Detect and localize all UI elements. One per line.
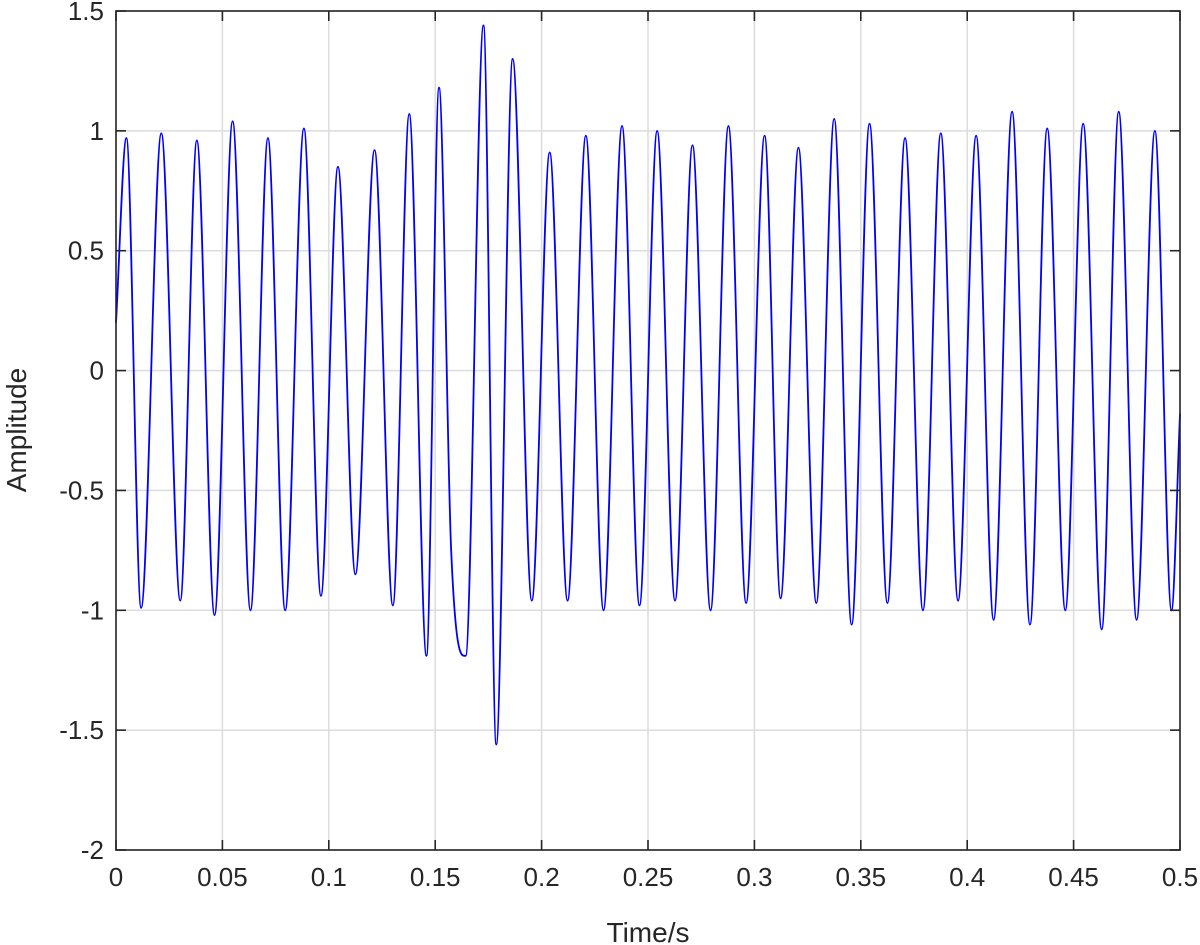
x-tick-label: 0.45 xyxy=(1048,862,1099,892)
x-tick-label: 0.35 xyxy=(835,862,886,892)
y-tick-label: 0 xyxy=(90,356,104,386)
x-tick-label: 0.5 xyxy=(1162,862,1198,892)
series-layer xyxy=(115,24,1181,746)
y-tick-label: 1.5 xyxy=(68,0,104,26)
x-tick-label: 0.2 xyxy=(524,862,560,892)
y-tick-label: 1 xyxy=(90,116,104,146)
y-tick-label: -0.5 xyxy=(59,475,104,505)
y-tick-label: -1 xyxy=(81,595,104,625)
x-tick-label: 0.4 xyxy=(949,862,985,892)
grid-layer xyxy=(115,10,1181,851)
x-tick-label: 0.05 xyxy=(197,862,248,892)
tick-layer: 0 0.05 0.1 0.15 0.2 0.25 0.3 0.35 0.4 0.45 0.5 -2 -1… xyxy=(59,0,1198,892)
series-line xyxy=(115,24,1181,746)
y-tick-label: -1.5 xyxy=(59,715,104,745)
y-axis-label: Amplitude xyxy=(1,368,32,493)
x-axis-label: Time/s xyxy=(607,917,690,945)
x-tick-label: 0.25 xyxy=(623,862,674,892)
y-tick-label: -2 xyxy=(81,835,104,865)
x-tick-label: 0.3 xyxy=(736,862,772,892)
x-tick-label: 0.15 xyxy=(410,862,461,892)
x-tick-label: 0 xyxy=(109,862,123,892)
y-tick-label: 0.5 xyxy=(68,236,104,266)
x-tick-label: 0.1 xyxy=(311,862,347,892)
